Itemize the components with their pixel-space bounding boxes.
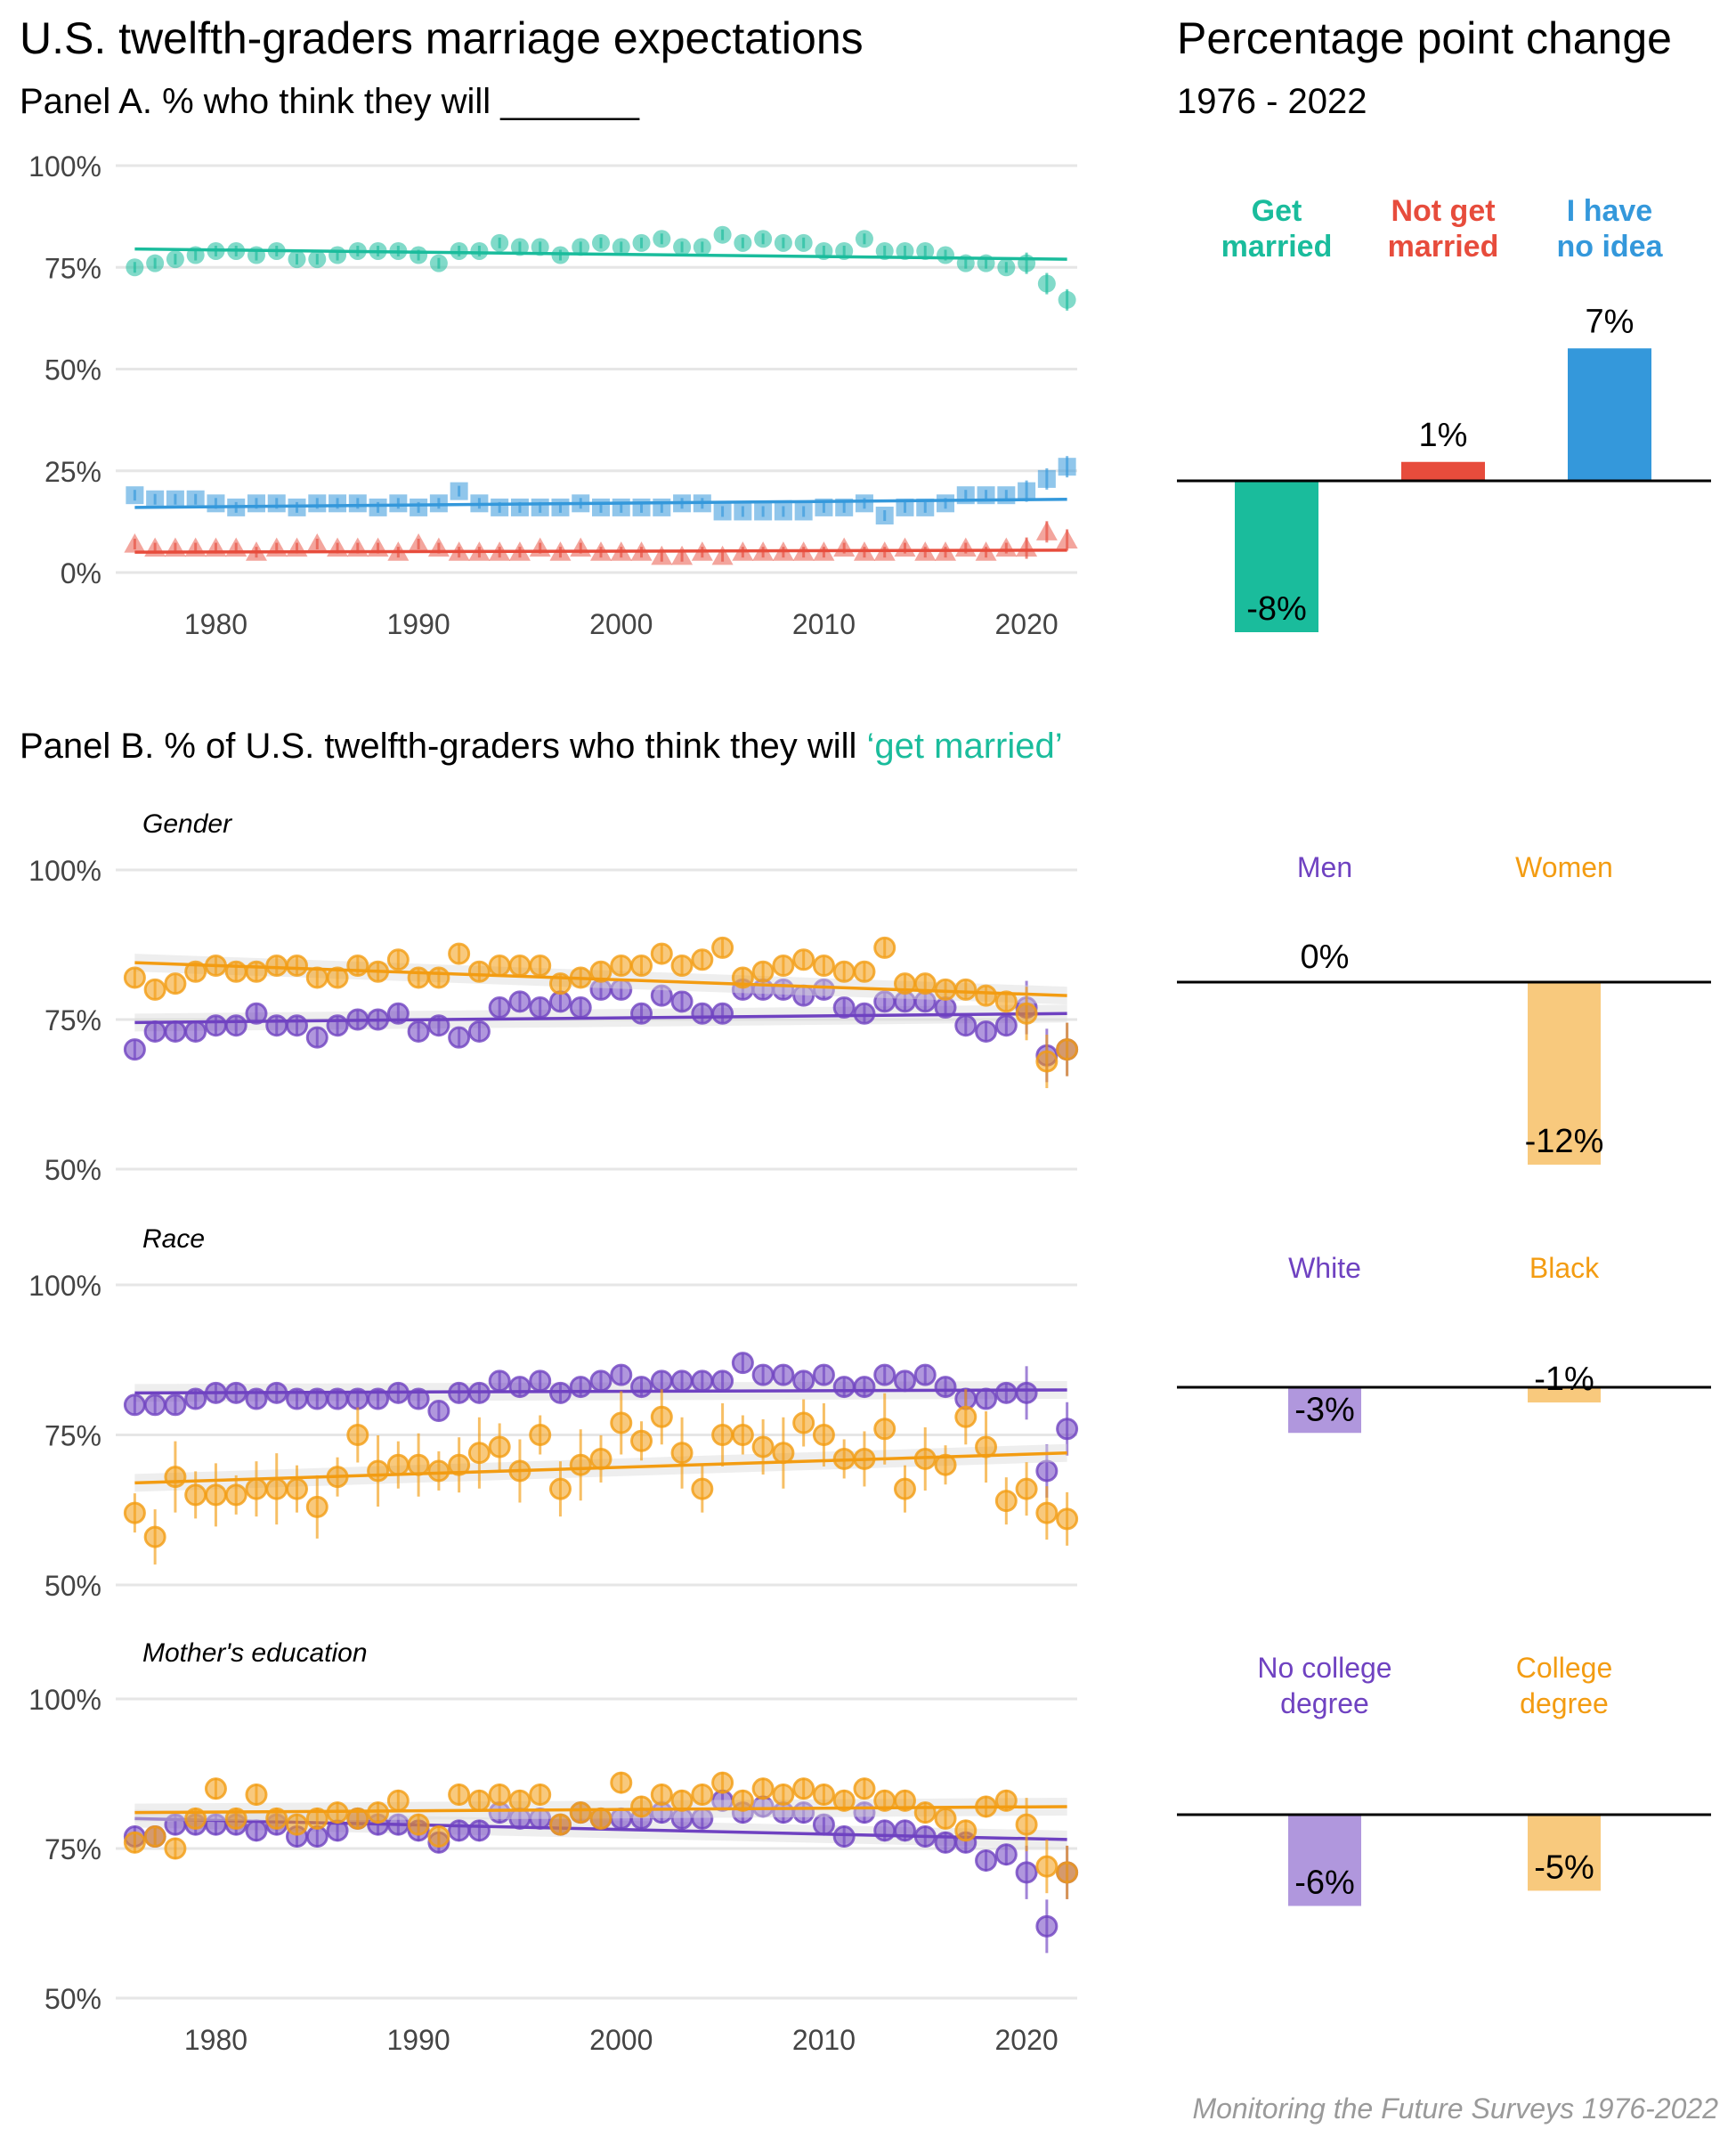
mothers-education-facet-label: Mother's education [142, 1638, 368, 1668]
mothers-education-change-value-label: -6% [1294, 1865, 1355, 1902]
gender-plot: 50% 75% 100% [28, 855, 1079, 1186]
change-category-label: Not get [1391, 194, 1495, 228]
panel-a-y-tick-label: 50% [45, 354, 101, 386]
panel-a-subtitle: Panel A. % who think they will _______ [20, 82, 639, 121]
mothers-education-x-tick-label: 1980 [184, 2024, 247, 2056]
panel-a-x-tick-label: 2000 [589, 608, 653, 640]
race-change-category-label: White [1288, 1252, 1361, 1284]
panel-a-x-tick-label: 1990 [387, 608, 450, 640]
change-bar [1235, 481, 1318, 632]
gender-facet-label: Gender [142, 809, 232, 839]
change-bar [1568, 348, 1651, 481]
race-change-bar [1528, 1387, 1601, 1403]
race-y-tick-label: 100% [28, 1270, 101, 1302]
source-caption: Monitoring the Future Surveys 1976-2022 [1192, 2092, 1718, 2125]
mothers-education-change-category-label: degree [1520, 1687, 1609, 1719]
mothers-education-x-tick-label: 2020 [994, 2024, 1058, 2056]
change-category-label: no idea [1556, 230, 1663, 264]
panel-a-trend-line [134, 247, 1067, 261]
race-plot: 50% 75% 100% [28, 1270, 1079, 1602]
change-range: 1976 - 2022 [1177, 82, 1367, 121]
mothers-education-x-tick-label: 2000 [589, 2024, 653, 2056]
race-change-bar [1288, 1387, 1361, 1434]
panel-a-x-tick-label: 1980 [184, 608, 247, 640]
mothers-education-change-bar [1288, 1815, 1361, 1906]
panel-a-trend-line [134, 497, 1067, 509]
panel-b-prefix: Panel B. % of U.S. twelfth-graders who t… [20, 727, 867, 766]
panel-a-y-tick-label: 25% [45, 456, 101, 488]
change-value-label: 1% [1419, 417, 1468, 454]
race-trend-line [134, 1388, 1067, 1395]
race-trend-line [134, 1450, 1067, 1485]
change-category-label: married [1388, 230, 1499, 264]
mothers-education-x-tick-label: 1990 [387, 2024, 450, 2056]
change-value-label: 7% [1586, 303, 1635, 340]
mothers-education-y-tick-label: 100% [28, 1684, 101, 1716]
change-category-label: Get [1252, 194, 1302, 228]
race-change-value-label: -1% [1534, 1361, 1594, 1398]
race-y-tick-label: 75% [45, 1420, 101, 1452]
gender-trend-line [134, 1012, 1067, 1025]
mothers-education-trend-line [134, 1805, 1067, 1815]
change-title: Percentage point change [1177, 13, 1672, 63]
change-category-label: married [1221, 230, 1333, 264]
panel-a-y-tick-label: 0% [61, 557, 101, 589]
panel-a-x-tick-label: 2010 [792, 608, 856, 640]
panel-b-highlight: ‘get married’ [866, 727, 1063, 766]
panel-b-title: Panel B. % of U.S. twelfth-graders who t… [20, 727, 1063, 767]
change-value-label: -8% [1246, 590, 1307, 628]
race-change-value-label: -3% [1294, 1391, 1355, 1428]
race-facet-label: Race [142, 1224, 205, 1254]
mothers-education-change-category-label: No college [1257, 1652, 1391, 1684]
panel-a-plot: 0% 25% 50% 75% 100% 1980 1990 2000 2010 2020 [28, 150, 1078, 640]
change-category-label: I have [1567, 194, 1652, 228]
gender-change-value-label: 0% [1301, 938, 1350, 976]
gender-change-bars: Men 0% Women -12% [1177, 851, 1711, 1165]
gender-change-bar [1528, 982, 1601, 1165]
mothers-education-y-tick-label: 50% [45, 1983, 101, 2015]
gender-change-value-label: -12% [1525, 1123, 1604, 1160]
panel-a-y-tick-label: 100% [28, 150, 101, 183]
mothers-education-change-bar [1528, 1815, 1601, 1891]
race-y-tick-label: 50% [45, 1570, 101, 1602]
gender-y-tick-label: 50% [45, 1154, 101, 1186]
race-change-bars: White -3% Black -1% [1177, 1252, 1711, 1434]
gender-change-category-label: Men [1297, 851, 1352, 883]
panel-a-y-tick-label: 75% [45, 252, 101, 284]
page-title: U.S. twelfth-graders marriage expectatio… [20, 13, 864, 63]
mothers-education-change-value-label: -5% [1534, 1849, 1594, 1886]
mothers-education-y-tick-label: 75% [45, 1833, 101, 1865]
mothers-education-plot: 50% 75% 100% 1980 1990 2000 2010 2020 [28, 1684, 1079, 2056]
gender-trend-line [134, 961, 1067, 997]
gender-change-category-label: Women [1515, 851, 1613, 883]
gender-y-tick-label: 75% [45, 1004, 101, 1036]
change-bar [1401, 461, 1485, 481]
mothers-education-x-tick-label: 2010 [792, 2024, 856, 2056]
mothers-education-change-category-label: College [1516, 1652, 1613, 1684]
mothers-education-change-category-label: degree [1280, 1687, 1369, 1719]
panel-a-trend-line [134, 548, 1067, 554]
panel-a-x-tick-label: 2020 [994, 608, 1058, 640]
race-change-category-label: Black [1529, 1252, 1600, 1284]
gender-y-tick-label: 100% [28, 855, 101, 887]
